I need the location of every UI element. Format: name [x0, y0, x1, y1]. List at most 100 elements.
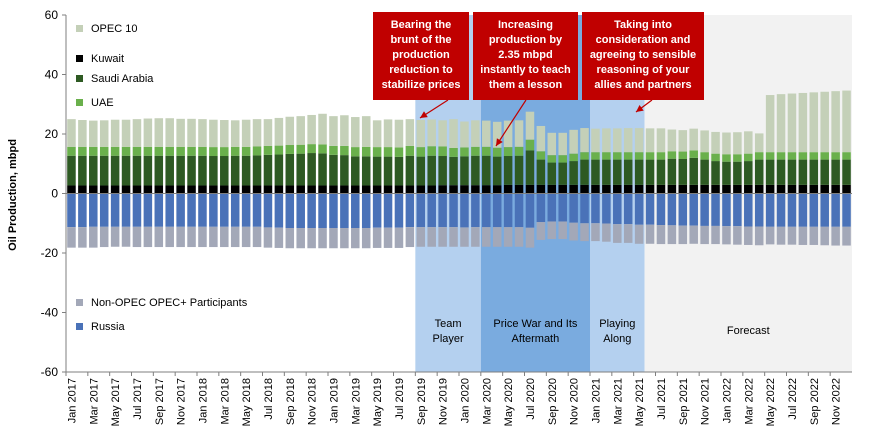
bar-kuwait-50	[602, 184, 611, 194]
bar-kuwait-1	[67, 185, 76, 194]
bar-non-opec-opec-participants-5	[110, 226, 120, 247]
bar-saudi-arabia-65	[765, 159, 775, 185]
bar-uae-9	[154, 146, 164, 156]
bar-russia-27	[351, 193, 360, 229]
bar-kuwait-38	[471, 185, 480, 194]
bar-uae-10	[165, 146, 174, 156]
x-tick-label: Nov 2018	[307, 378, 319, 425]
annotation-box-1	[373, 12, 469, 100]
bar-russia-9	[154, 193, 164, 227]
bar-saudi-arabia-53	[634, 159, 644, 185]
annotation-text-3: consideration and	[596, 34, 691, 46]
y-tick-label: -60	[41, 365, 59, 379]
x-tick-label: Sep 2017	[154, 378, 166, 425]
bar-non-opec-opec-participants-31	[394, 227, 404, 248]
bar-saudi-arabia-48	[580, 159, 589, 185]
bar-kuwait-55	[656, 184, 666, 194]
bar-kuwait-33	[416, 185, 426, 194]
bar-opec-10-10	[165, 118, 174, 147]
bar-uae-21	[285, 145, 295, 154]
bar-non-opec-opec-participants-57	[678, 225, 688, 245]
bar-kuwait-18	[252, 185, 262, 194]
bar-saudi-arabia-67	[787, 159, 797, 185]
bar-saudi-arabia-12	[187, 155, 196, 186]
bar-uae-24	[318, 144, 327, 154]
bar-non-opec-opec-participants-66	[776, 226, 786, 245]
bar-opec-10-69	[809, 92, 819, 153]
bar-uae-37	[460, 147, 469, 157]
bar-non-opec-opec-participants-29	[372, 227, 382, 248]
bar-opec-10-58	[689, 128, 698, 151]
legend-swatch	[76, 99, 83, 106]
annotation-box-2	[473, 12, 578, 100]
bar-saudi-arabia-11	[176, 155, 185, 186]
x-tick-label: Nov 2019	[438, 378, 450, 425]
bar-kuwait-24	[318, 185, 327, 194]
bar-kuwait-6	[121, 185, 131, 194]
bar-opec-10-2	[78, 120, 87, 147]
bar-uae-41	[503, 147, 513, 157]
bar-opec-10-23	[307, 114, 316, 145]
bar-russia-41	[503, 193, 513, 228]
bar-saudi-arabia-7	[132, 155, 142, 186]
x-tick-label: Jul 2018	[263, 378, 275, 420]
bar-saudi-arabia-9	[154, 155, 164, 186]
annotation-arrowhead-2	[496, 138, 503, 146]
bar-non-opec-opec-participants-58	[689, 225, 698, 244]
bar-uae-36	[449, 147, 458, 157]
bar-saudi-arabia-22	[296, 153, 305, 186]
bar-russia-38	[471, 193, 480, 228]
bar-saudi-arabia-40	[492, 156, 502, 186]
bar-kuwait-28	[361, 185, 371, 194]
bar-opec-10-1	[67, 119, 76, 147]
bar-russia-71	[831, 193, 840, 227]
bar-russia-19	[263, 193, 273, 228]
bar-russia-32	[405, 193, 415, 228]
bar-kuwait-10	[165, 185, 174, 194]
bar-opec-10-35	[438, 120, 447, 147]
y-tick-label: 20	[45, 127, 59, 141]
bar-opec-10-53	[634, 128, 644, 153]
bar-russia-31	[394, 193, 404, 228]
bar-saudi-arabia-2	[78, 155, 87, 186]
bar-russia-28	[361, 193, 371, 229]
bar-saudi-arabia-45	[547, 162, 557, 185]
bar-saudi-arabia-64	[754, 159, 764, 185]
bar-opec-10-26	[340, 115, 349, 146]
bar-russia-30	[383, 193, 393, 228]
bar-uae-35	[438, 146, 447, 157]
bar-russia-20	[274, 193, 284, 228]
period-label-1: Player	[433, 333, 465, 345]
bar-russia-14	[209, 193, 218, 227]
bar-russia-69	[809, 193, 819, 227]
x-tick-label: Sep 2019	[416, 378, 428, 425]
bar-non-opec-opec-participants-45	[547, 221, 557, 240]
x-tick-label: May 2019	[372, 378, 384, 426]
x-tick-label: May 2018	[241, 378, 253, 426]
bar-opec-10-3	[89, 120, 98, 147]
x-tick-label: Nov 2017	[176, 378, 188, 425]
bar-uae-8	[143, 146, 153, 156]
x-tick-label: Jan 2021	[591, 378, 603, 423]
bar-kuwait-41	[503, 184, 513, 194]
bar-saudi-arabia-1	[67, 155, 76, 186]
bar-opec-10-8	[143, 118, 153, 147]
bar-kuwait-71	[831, 184, 840, 194]
bar-saudi-arabia-25	[329, 154, 338, 186]
bar-non-opec-opec-participants-22	[296, 228, 305, 249]
bar-russia-44	[536, 193, 546, 223]
bar-opec-10-24	[318, 113, 327, 145]
bar-kuwait-37	[460, 185, 469, 194]
bar-non-opec-opec-participants-21	[285, 228, 295, 249]
period-labels-layer: Team Player Price War and Its Aftermath Play…	[433, 318, 770, 345]
x-tick-label: Jan 2017	[67, 378, 79, 423]
annotation-text-3: allies and partners	[594, 79, 691, 91]
annotation-arrowhead-1	[420, 111, 428, 118]
bar-saudi-arabia-56	[667, 158, 677, 185]
legend-swatch	[76, 55, 83, 62]
bar-russia-16	[230, 193, 240, 227]
bar-opec-10-21	[285, 116, 295, 146]
bar-uae-15	[220, 147, 229, 157]
bar-uae-26	[340, 145, 349, 156]
